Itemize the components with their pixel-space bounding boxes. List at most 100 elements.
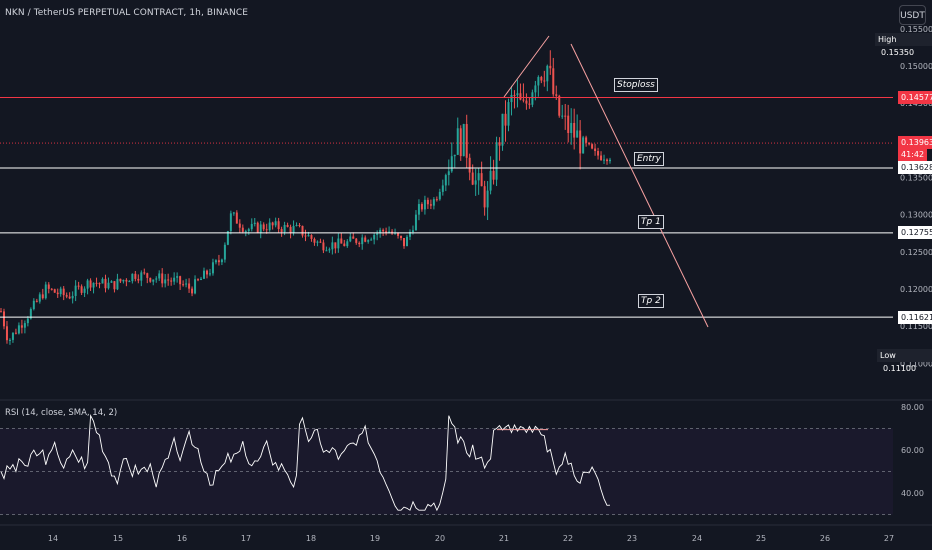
price-tick-label: 0.15500 [900,25,932,34]
candle-body [456,128,459,155]
candle-body [474,180,477,185]
candle-body [161,273,164,284]
candle-body [558,95,561,116]
candle-body [152,279,155,282]
falling-trend-line [570,43,709,328]
candle-body [232,212,235,214]
candle-body [489,170,492,191]
candle-body [89,280,92,288]
candle-body [167,279,170,281]
time-tick-label: 19 [370,534,380,543]
currency-button[interactable]: USDT [899,5,926,25]
candle-body [149,277,152,282]
candle-body [0,311,2,313]
candle-body [420,204,423,210]
time-tick-label: 17 [241,534,251,543]
candle-body [26,318,29,324]
candle-body [423,199,426,210]
price-tick-label: 0.15000 [900,62,932,71]
candle-body [53,289,56,293]
candle-body [337,238,340,249]
candle-body [205,270,208,275]
candle-body [429,204,432,206]
candle-body [104,278,107,289]
candle-body [265,229,268,231]
tp1-annotation[interactable]: Tp 1 [638,215,664,229]
candle-body [56,292,59,295]
stoploss-price-tag: 0.14577 [898,91,932,104]
candle-body [107,282,110,289]
candle-body [585,137,588,143]
candle-body [438,191,441,200]
rsi-pane: 80.00 60.00 40.00 [0,403,924,515]
candle-body [274,221,277,226]
candle-body [561,115,564,117]
candle-body [352,236,355,239]
stoploss-annotation[interactable]: Stoploss [614,78,658,92]
rsi-indicator-label[interactable]: RSI (14, close, SMA, 14, 2) [5,408,118,418]
candle-body [229,213,232,232]
candle-body [400,235,403,239]
candle-body [47,284,50,289]
chart-title: NKN / TetherUS PERPETUAL CONTRACT, 1h, B… [5,8,249,18]
candle-body [23,323,26,328]
candle-body [140,272,143,281]
candle-body [259,224,262,233]
candle-body [256,222,259,233]
candle-body [194,279,197,294]
candle-body [507,102,510,126]
candle-body [537,77,540,86]
candle-body [370,239,373,241]
candle-body [492,170,495,180]
candle-body [408,232,411,237]
candle-body [65,295,68,297]
candle-body [304,235,307,237]
candle-body [20,325,23,328]
candle-body [59,288,62,295]
candle-body [179,276,182,285]
candle-body [376,233,379,235]
candle-body [322,242,325,251]
entry-annotation[interactable]: Entry [634,152,664,166]
candle-body [459,128,462,157]
candle-body [211,262,214,274]
time-tick-label: 23 [627,534,637,543]
candle-body [594,148,597,152]
candle-body [325,250,328,252]
candle-body [262,224,265,230]
candle-body [113,281,116,290]
candle-body [44,284,47,299]
candle-body [143,272,146,274]
price-tick-label: 0.13500 [900,174,932,183]
candle-body [564,115,567,117]
candle-body [110,281,113,283]
price-tick-label: 0.11500 [900,322,932,331]
time-tick-label: 27 [884,534,894,543]
candle-body [191,288,194,294]
candle-body [208,273,211,275]
trend-lines [503,35,709,328]
current-price-tag: 0.13963 [898,136,932,149]
low-value: 0.11100 [883,364,917,373]
candle-body [540,77,543,81]
candle-body [80,286,83,293]
candle-body [435,199,438,201]
candle-body [223,244,226,260]
candle-body [379,229,382,234]
candle-body [331,242,334,250]
candle-body [555,94,558,96]
candle-body [355,238,358,243]
candle-body [164,279,167,284]
candle-body [504,113,507,126]
candle-body [465,124,468,158]
candle-body [385,231,388,233]
candle-body [5,326,8,341]
candle-body [397,232,400,236]
candle-body [188,283,191,289]
candle-body [8,339,11,341]
candle-body [525,100,528,104]
candle-body [268,222,271,231]
tp2-annotation[interactable]: Tp 2 [638,294,664,308]
